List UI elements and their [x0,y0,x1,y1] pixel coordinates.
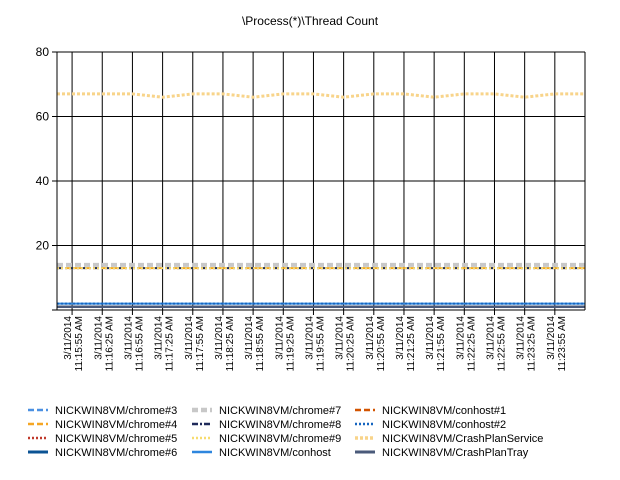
svg-text:11:16:25 AM: 11:16:25 AM [104,316,115,371]
grid-lines [57,51,585,310]
svg-text:3/11/2014: 3/11/2014 [365,316,376,360]
legend-item-9: NICKWIN8VM/conhost#2 [355,419,506,431]
svg-text:11:18:55 AM: 11:18:55 AM [255,316,266,371]
legend: NICKWIN8VM/chrome#3 NICKWIN8VM/chrome#4 NI… [28,405,543,459]
svg-text:3/11/2014: 3/11/2014 [244,316,255,360]
series-lines [57,92,585,309]
x-tick-label-13: 3/11/2014 11:22:25 AM [455,316,477,372]
svg-text:3/11/2014: 3/11/2014 [546,316,557,360]
svg-text:11:22:25 AM: 11:22:25 AM [466,316,477,371]
svg-text:11:17:55 AM: 11:17:55 AM [195,316,206,371]
svg-text:11:18:25 AM: 11:18:25 AM [225,316,236,371]
axes [52,51,586,315]
svg-text:3/11/2014: 3/11/2014 [455,316,466,360]
legend-label: NICKWIN8VM/conhost [219,447,331,459]
svg-text:11:21:25 AM: 11:21:25 AM [406,316,417,371]
x-tick-label-4: 3/11/2014 11:17:55 AM [184,316,206,372]
svg-text:3/11/2014: 3/11/2014 [93,316,104,360]
legend-item-5: NICKWIN8VM/chrome#8 [192,419,341,431]
x-tick-label-1: 3/11/2014 11:16:25 AM [93,316,115,372]
legend-item-3: NICKWIN8VM/chrome#6 [28,447,177,459]
x-tick-label-2: 3/11/2014 11:16:55 AM [123,316,145,372]
x-tick-label-12: 3/11/2014 11:21:55 AM [425,316,447,372]
svg-text:3/11/2014: 3/11/2014 [63,316,74,360]
svg-text:3/11/2014: 3/11/2014 [274,316,285,360]
series-line-10 [57,92,585,99]
x-tick-label-6: 3/11/2014 11:18:55 AM [244,316,266,372]
svg-text:11:23:55 AM: 11:23:55 AM [557,316,568,371]
legend-label: NICKWIN8VM/chrome#3 [55,405,177,417]
legend-label: NICKWIN8VM/chrome#7 [219,405,341,417]
legend-item-2: NICKWIN8VM/chrome#5 [28,433,177,445]
svg-text:11:21:55 AM: 11:21:55 AM [436,316,447,371]
legend-item-0: NICKWIN8VM/chrome#3 [28,405,177,417]
svg-text:11:22:55 AM: 11:22:55 AM [497,316,508,371]
legend-label: NICKWIN8VM/conhost#1 [382,405,506,417]
svg-text:3/11/2014: 3/11/2014 [214,316,225,360]
x-tick-label-3: 3/11/2014 11:17:25 AM [154,316,176,372]
svg-text:11:17:25 AM: 11:17:25 AM [165,316,176,371]
legend-label: NICKWIN8VM/chrome#9 [219,433,341,445]
svg-text:11:16:55 AM: 11:16:55 AM [134,316,145,371]
y-tick-label-0: 20 [36,239,50,253]
x-tick-label-11: 3/11/2014 11:21:25 AM [395,316,417,372]
svg-text:3/11/2014: 3/11/2014 [516,316,527,360]
y-tick-label-1: 40 [36,174,50,188]
y-tick-label-2: 60 [36,110,50,124]
chart-title: \Process(*)\Thread Count [242,14,379,28]
x-tick-label-8: 3/11/2014 11:19:55 AM [305,316,327,372]
x-tick-label-7: 3/11/2014 11:19:25 AM [274,316,296,372]
legend-label: NICKWIN8VM/chrome#5 [55,433,177,445]
legend-item-10: NICKWIN8VM/CrashPlanService [355,433,543,445]
legend-label: NICKWIN8VM/CrashPlanService [382,433,543,445]
svg-text:3/11/2014: 3/11/2014 [305,316,316,360]
x-tick-label-0: 3/11/2014 11:15:55 AM [63,316,85,372]
svg-text:3/11/2014: 3/11/2014 [184,316,195,360]
svg-text:3/11/2014: 3/11/2014 [154,316,165,360]
legend-label: NICKWIN8VM/chrome#6 [55,447,177,459]
svg-text:3/11/2014: 3/11/2014 [425,316,436,360]
x-axis-tick-labels: 3/11/2014 11:15:55 AM 3/11/2014 11:16:25 AM… [63,316,568,372]
svg-text:11:20:25 AM: 11:20:25 AM [346,316,357,371]
legend-item-7: NICKWIN8VM/conhost [192,447,331,459]
svg-text:11:19:55 AM: 11:19:55 AM [316,316,327,371]
x-tick-label-10: 3/11/2014 11:20:55 AM [365,316,387,372]
x-tick-label-9: 3/11/2014 11:20:25 AM [335,316,357,372]
x-tick-label-14: 3/11/2014 11:22:55 AM [486,316,508,372]
x-tick-label-5: 3/11/2014 11:18:25 AM [214,316,236,372]
svg-text:11:19:25 AM: 11:19:25 AM [285,316,296,371]
x-tick-label-16: 3/11/2014 11:23:55 AM [546,316,568,372]
svg-text:3/11/2014: 3/11/2014 [335,316,346,360]
svg-text:11:15:55 AM: 11:15:55 AM [74,316,85,371]
legend-item-6: NICKWIN8VM/chrome#9 [192,433,341,445]
svg-text:3/11/2014: 3/11/2014 [395,316,406,360]
legend-item-1: NICKWIN8VM/chrome#4 [28,419,177,431]
legend-label: NICKWIN8VM/chrome#4 [55,419,177,431]
svg-text:11:20:55 AM: 11:20:55 AM [376,316,387,371]
legend-label: NICKWIN8VM/CrashPlanTray [382,447,529,459]
legend-item-4: NICKWIN8VM/chrome#7 [192,405,341,417]
legend-item-11: NICKWIN8VM/CrashPlanTray [355,447,529,459]
x-tick-label-15: 3/11/2014 11:23:25 AM [516,316,538,372]
svg-text:3/11/2014: 3/11/2014 [486,316,497,360]
y-axis-tick-labels: 20 40 60 80 [36,45,50,253]
svg-text:11:23:25 AM: 11:23:25 AM [527,316,538,371]
legend-item-8: NICKWIN8VM/conhost#1 [355,405,506,417]
legend-label: NICKWIN8VM/conhost#2 [382,419,506,431]
legend-label: NICKWIN8VM/chrome#8 [219,419,341,431]
y-tick-label-3: 80 [36,45,50,59]
svg-text:3/11/2014: 3/11/2014 [123,316,134,360]
